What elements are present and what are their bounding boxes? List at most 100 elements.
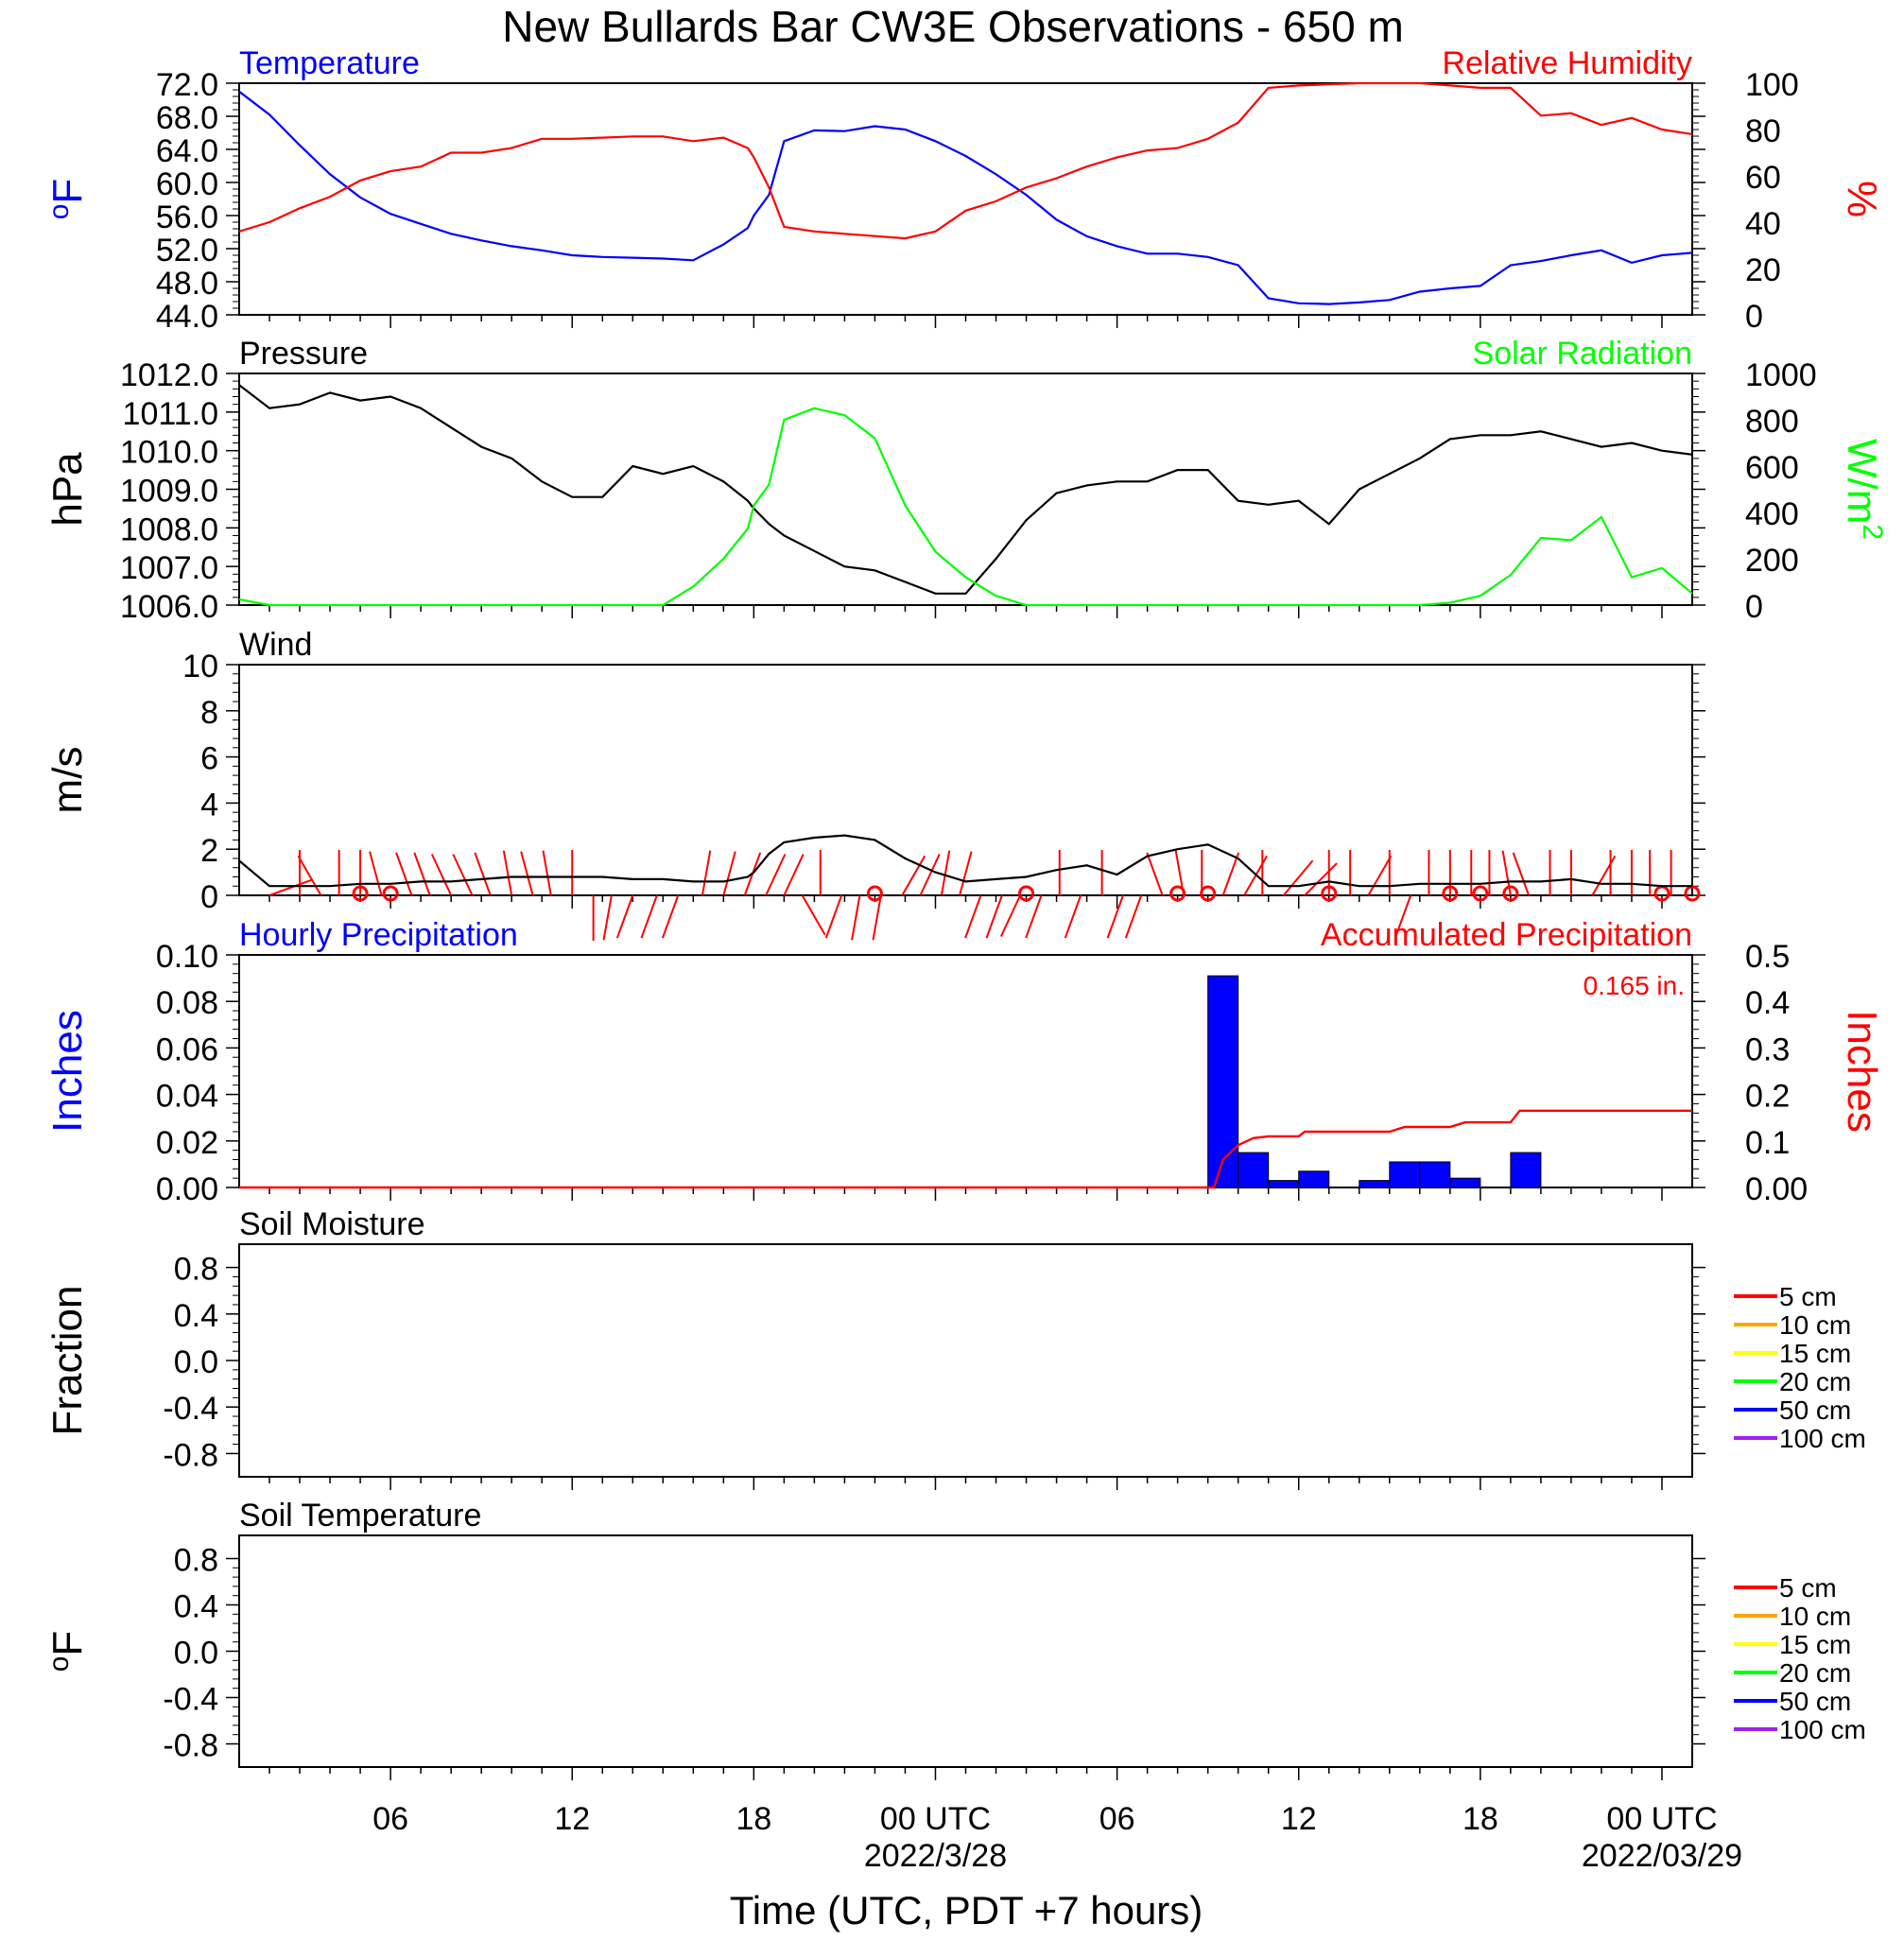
precip-bar	[1510, 1152, 1542, 1188]
precip-bar	[1419, 1161, 1451, 1188]
panel-frame	[238, 1534, 1693, 1768]
y-right-tick-label: 600	[1745, 450, 1799, 486]
panel-1: 72.068.064.060.056.052.048.044.0 100 80 60 4…	[43, 45, 1885, 335]
y-right-tick-label: 0.00	[1745, 1171, 1808, 1207]
wind-barb	[268, 878, 313, 896]
legend-label: 100 cm	[1779, 1424, 1866, 1453]
y-tick-label: 1008.0	[120, 511, 218, 547]
y-tick-label: 0.0	[174, 1344, 218, 1380]
precip-bar	[1359, 1180, 1391, 1188]
precip-bar	[1449, 1177, 1481, 1188]
y-tick-label: 0.8	[174, 1252, 218, 1288]
calm-wind-marker	[1169, 885, 1186, 902]
x-tick-label: 12	[1281, 1801, 1317, 1837]
y-axis-label-right: W/m2	[1839, 439, 1888, 540]
panel-left-title: Hourly Precipitation	[239, 917, 518, 953]
y-tick-label: 0.00	[156, 1171, 218, 1207]
legend-label: 10 cm	[1779, 1310, 1851, 1340]
wind-barb	[1124, 894, 1143, 939]
y-tick-label: 44.0	[156, 299, 218, 335]
wind-barb	[999, 894, 1022, 937]
y-tick-label: 72.0	[156, 67, 218, 103]
y-axis-label: oF	[43, 179, 91, 220]
panel-frame	[238, 373, 1693, 606]
legend-label: 50 cm	[1779, 1395, 1851, 1425]
wind-barb	[824, 894, 843, 939]
y-right-tick-label: 400	[1745, 496, 1799, 532]
legend-label: 10 cm	[1779, 1602, 1851, 1631]
y-tick-label: 1006.0	[120, 589, 218, 625]
wind-barb	[1146, 852, 1164, 896]
precip-bar	[1389, 1161, 1421, 1188]
x-tick-label: 18	[736, 1801, 771, 1837]
y-right-tick-label: 40	[1745, 206, 1781, 242]
x-axis-label: Time (UTC, PDT +7 hours)	[730, 1888, 1203, 1932]
x-tick-label: 18	[1463, 1801, 1498, 1837]
y-axis-label: hPa	[44, 452, 91, 527]
y-tick-label: -0.4	[163, 1391, 218, 1427]
panel-frame	[238, 954, 1693, 1188]
y-right-tick-label: 80	[1745, 113, 1781, 149]
precip-bar	[1238, 1152, 1270, 1188]
legend-label: 15 cm	[1779, 1630, 1851, 1659]
y-right-tick-label: 800	[1745, 404, 1799, 440]
x-tick-label: 06	[372, 1801, 408, 1837]
calm-wind-marker	[1200, 885, 1217, 902]
wind-barb	[901, 855, 926, 896]
calm-wind-marker	[1321, 885, 1338, 902]
wind-barb	[801, 894, 826, 936]
y-tick-label: 1010.0	[120, 435, 218, 471]
panel-left-title: Temperature	[239, 45, 420, 81]
y-right-tick-label: 0	[1745, 299, 1763, 335]
y-axis-label: oF	[43, 1631, 91, 1672]
y-tick-label: -0.8	[163, 1437, 218, 1473]
panel-left-title: Soil Moisture	[239, 1206, 425, 1242]
wind-barb	[722, 851, 736, 896]
y-tick-label: 60.0	[156, 166, 218, 202]
y-tick-label: 0.08	[156, 985, 218, 1021]
y-right-tick-label: 1000	[1745, 357, 1817, 393]
wind-barb	[297, 855, 322, 896]
precip-bar	[1268, 1180, 1300, 1188]
calm-wind-marker	[866, 885, 883, 902]
y-tick-label: 0.4	[174, 1298, 218, 1334]
y-axis-label: Fraction	[44, 1286, 91, 1436]
y-tick-label: 0.06	[156, 1031, 218, 1067]
wind-barb	[1221, 852, 1240, 896]
panel-left-title: Soil Temperature	[239, 1498, 481, 1534]
y-right-tick-label: 200	[1745, 543, 1799, 579]
y-tick-label: -0.8	[163, 1728, 218, 1764]
wind-barb	[542, 850, 552, 896]
y-right-tick-label: 60	[1745, 160, 1781, 196]
panel-2: 1012.01011.01010.01009.01008.01007.01006…	[44, 336, 1888, 625]
panels: 72.068.064.060.056.052.048.044.010080604…	[43, 45, 1888, 1780]
wind-barb	[474, 852, 492, 896]
wind-barb	[1106, 894, 1124, 939]
wind-barb	[369, 851, 383, 896]
wind-barb	[502, 850, 513, 896]
y-axis-label: Inches	[44, 1010, 91, 1133]
panel-4: 0.10 0.08 0.06 0.04 0.02 0.00 0.5 0.4 0.3 0.2 0.1 0…	[44, 917, 1885, 1207]
wind-barb	[520, 851, 534, 896]
wind-barb	[1393, 894, 1412, 939]
precip-bar	[1298, 1170, 1330, 1188]
calm-wind-marker	[382, 885, 399, 902]
wind-barb	[661, 894, 680, 939]
panel-frame	[238, 82, 1693, 316]
calm-wind-marker	[1018, 885, 1035, 902]
y-tick-label: 0.10	[156, 939, 218, 975]
wind-barb	[1064, 894, 1082, 939]
y-axis-label-right: Inches	[1839, 1010, 1885, 1133]
panel-3: 10 8 6 4 2 0 Wind m/s	[44, 627, 1705, 941]
panel-left-title: Pressure	[239, 336, 368, 372]
y-tick-label: 0	[200, 879, 218, 915]
chart-title: New Bullards Bar CW3E Observations - 650…	[502, 2, 1404, 51]
calm-wind-marker	[1502, 885, 1519, 902]
series-line-pressure	[238, 384, 1693, 595]
precip-bar	[1207, 975, 1239, 1188]
y-tick-label: 1007.0	[120, 550, 218, 586]
wind-barb	[701, 850, 712, 896]
series-line-relative-humidity	[238, 81, 1693, 240]
wind-barb	[940, 850, 951, 896]
